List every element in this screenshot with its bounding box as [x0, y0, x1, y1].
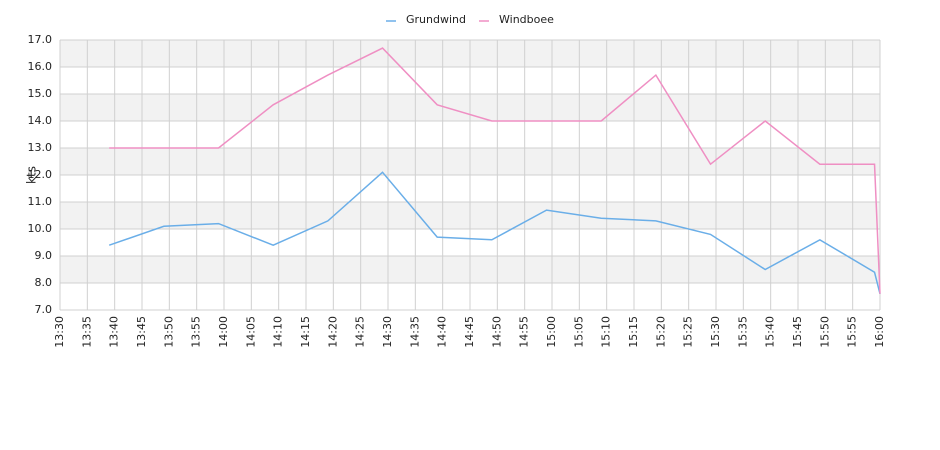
- x-tick-label: 14:00: [217, 316, 230, 348]
- x-tick-label: 15:25: [682, 316, 695, 348]
- x-tick-label: 13:55: [190, 316, 203, 348]
- x-tick-label: 15:40: [764, 316, 777, 348]
- y-tick-label: 12.0: [28, 168, 53, 181]
- y-tick-label: 16.0: [28, 60, 53, 73]
- y-tick-label: 11.0: [28, 195, 53, 208]
- y-tick-label: 9.0: [35, 249, 53, 262]
- x-tick-label: 15:50: [818, 316, 831, 348]
- x-tick-label: 15:05: [572, 316, 585, 348]
- y-tick-label: 14.0: [28, 114, 53, 127]
- y-tick-label: 7.0: [35, 303, 53, 316]
- x-tick-label: 13:35: [80, 316, 93, 348]
- line: [108, 171, 881, 294]
- x-tick-label: 14:20: [326, 316, 339, 348]
- y-tick-label: 15.0: [28, 87, 53, 100]
- x-tick-label: 14:50: [490, 316, 503, 348]
- x-tick-label: 15:30: [709, 316, 722, 348]
- y-tick-label: 17.0: [28, 33, 53, 46]
- x-tick-label: 14:40: [436, 316, 449, 348]
- y-tick-label: 13.0: [28, 141, 53, 154]
- x-tick-label: 15:00: [545, 316, 558, 348]
- x-tick-label: 14:30: [381, 316, 394, 348]
- legend-label: Grundwind: [406, 13, 466, 26]
- x-tick-label: 13:50: [162, 316, 175, 348]
- legend-label: Windboee: [499, 13, 554, 26]
- x-tick-label: 14:05: [244, 316, 257, 348]
- x-tick-label: 15:15: [627, 316, 640, 348]
- x-tick-label: 13:30: [53, 316, 66, 348]
- x-tick-label: 14:35: [408, 316, 421, 348]
- x-tick-label: 16:00: [873, 316, 886, 348]
- x-tick-label: 14:10: [272, 316, 285, 348]
- y-tick-label: 10.0: [28, 222, 53, 235]
- y-tick-label: 8.0: [35, 276, 53, 289]
- x-tick-label: 13:45: [135, 316, 148, 348]
- y-axis-label: kts: [25, 166, 39, 184]
- x-tick-label: 15:10: [600, 316, 613, 348]
- x-tick-label: 14:25: [354, 316, 367, 348]
- x-tick-label: 13:40: [108, 316, 121, 348]
- x-tick-label: 14:45: [463, 316, 476, 348]
- x-tick-label: 15:35: [736, 316, 749, 348]
- x-tick-label: 14:15: [299, 316, 312, 348]
- x-tick-label: 15:45: [791, 316, 804, 348]
- x-tick-label: 15:55: [846, 316, 859, 348]
- x-tick-label: 14:55: [518, 316, 531, 348]
- line: [109, 47, 881, 294]
- x-tick-label: 15:20: [654, 316, 667, 348]
